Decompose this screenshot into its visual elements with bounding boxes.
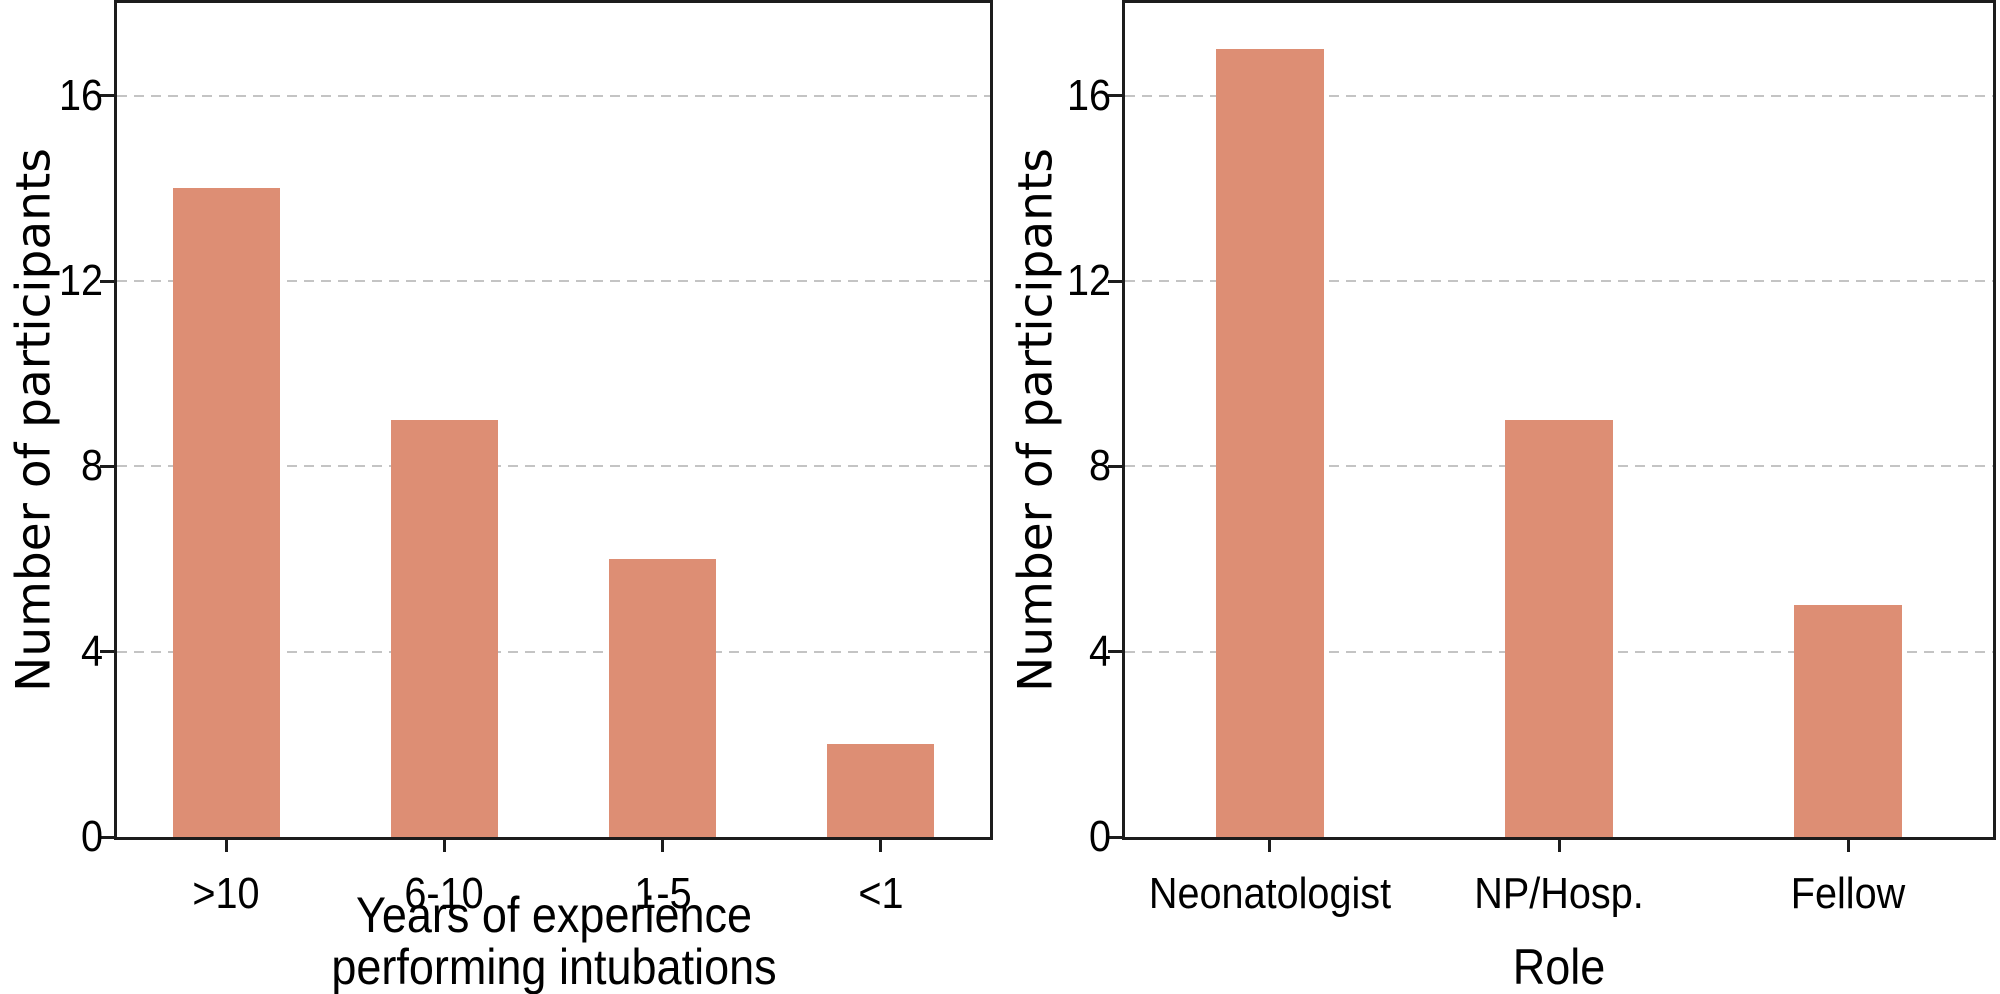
y-tick-0 bbox=[1108, 835, 1122, 839]
y-tick-label-0: 0 bbox=[80, 812, 103, 861]
x-tick-label-1-5: 1-5 bbox=[634, 869, 692, 918]
bar-np-hosp bbox=[1505, 420, 1613, 837]
gridline-16 bbox=[1125, 94, 1993, 97]
bar-neonatologist bbox=[1215, 49, 1324, 837]
x-tick-label-6-10: 6-10 bbox=[404, 869, 485, 918]
x-tick-1 bbox=[879, 840, 883, 852]
y-tick-4 bbox=[100, 650, 114, 654]
plot-area-role bbox=[1122, 0, 1996, 840]
y-tick-12 bbox=[100, 279, 114, 283]
bar-1 bbox=[827, 744, 935, 837]
x-tick-label-neonatologist: Neonatologist bbox=[1148, 869, 1391, 918]
y-tick-label-4: 4 bbox=[80, 626, 103, 676]
y-tick-label-12: 12 bbox=[58, 256, 103, 305]
y-tick-4 bbox=[1108, 650, 1122, 654]
x-tick-10 bbox=[224, 840, 228, 852]
y-tick-label-16: 16 bbox=[58, 70, 103, 120]
y-tick-label-0: 0 bbox=[1088, 812, 1111, 861]
bar-6-10 bbox=[390, 420, 498, 837]
x-tick-6-10 bbox=[442, 840, 446, 852]
y-tick-8 bbox=[1108, 464, 1122, 468]
x-tick-neonatologist bbox=[1268, 840, 1272, 852]
y-tick-label-12: 12 bbox=[1066, 256, 1111, 305]
x-tick-label-10: >10 bbox=[192, 869, 260, 918]
gridline-4 bbox=[117, 650, 990, 653]
x-tick-np-hosp bbox=[1557, 840, 1561, 852]
bar-1-5 bbox=[609, 559, 717, 837]
x-axis-label-line-2: performing intubations bbox=[330, 939, 777, 994]
y-tick-label-4: 4 bbox=[1088, 626, 1111, 676]
y-tick-16 bbox=[1108, 94, 1122, 98]
plot-area-experience bbox=[114, 0, 993, 840]
y-axis-label-role: Number of participants bbox=[1008, 148, 1064, 692]
y-tick-label-8: 8 bbox=[1088, 441, 1111, 491]
x-tick-label-np-hosp: NP/Hosp. bbox=[1474, 869, 1644, 918]
y-tick-label-8: 8 bbox=[80, 441, 103, 491]
gridline-16 bbox=[117, 94, 990, 97]
y-tick-8 bbox=[100, 464, 114, 468]
y-axis-label-experience: Number of participants bbox=[6, 148, 62, 692]
x-tick-label-1: <1 bbox=[858, 869, 904, 918]
y-tick-16 bbox=[100, 94, 114, 98]
gridline-12 bbox=[1125, 280, 1993, 282]
bar-10 bbox=[172, 188, 280, 837]
y-tick-0 bbox=[100, 835, 114, 839]
x-tick-fellow bbox=[1846, 840, 1850, 852]
gridline-8 bbox=[117, 465, 990, 468]
x-tick-1-5 bbox=[661, 840, 665, 852]
bar-fellow bbox=[1794, 605, 1903, 837]
x-axis-label-line-1: Role bbox=[1512, 939, 1606, 994]
x-tick-label-fellow: Fellow bbox=[1791, 869, 1906, 918]
gridline-12 bbox=[117, 280, 990, 282]
x-axis-label-line-1: Years of experience bbox=[355, 887, 752, 943]
y-tick-label-16: 16 bbox=[1066, 70, 1111, 120]
y-tick-12 bbox=[1108, 279, 1122, 283]
